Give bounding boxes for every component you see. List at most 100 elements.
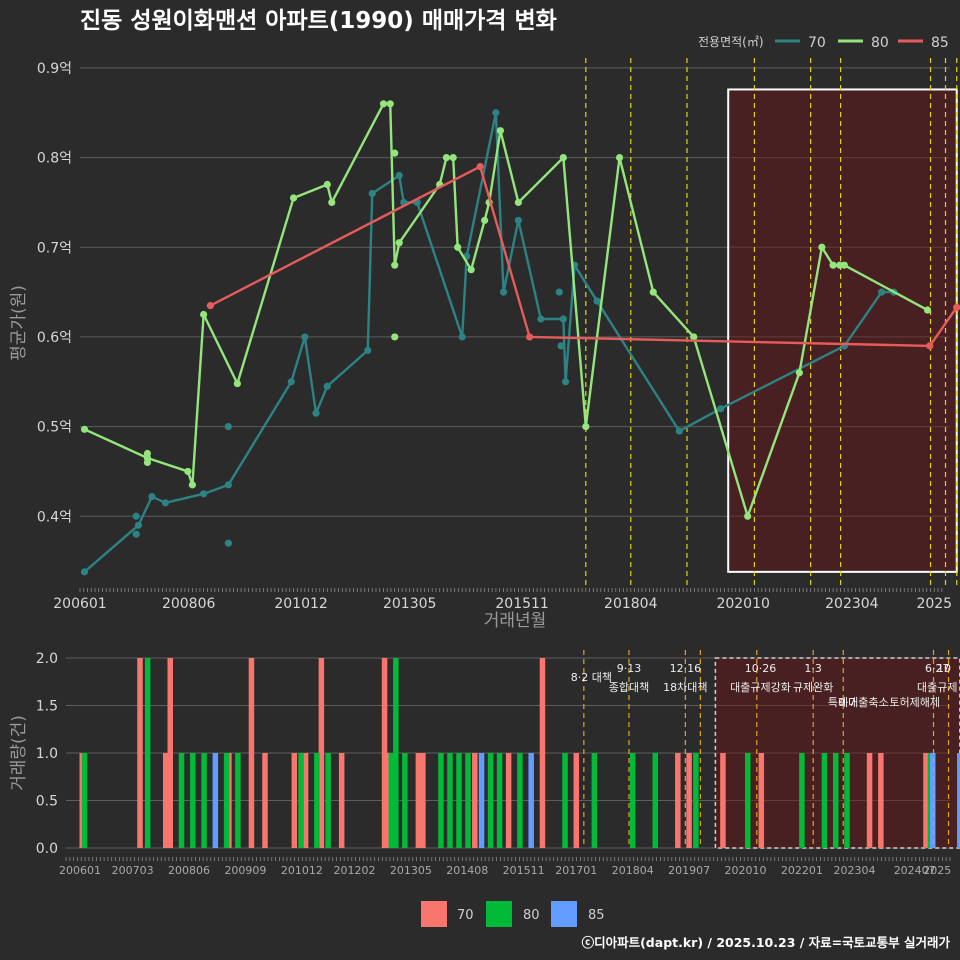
data-point-80 xyxy=(289,194,298,202)
data-point-70 xyxy=(878,288,886,296)
top-x-tick-label: 201012 xyxy=(274,596,327,612)
bar-70 xyxy=(137,658,143,848)
event-annotation-label: 대출규제강화 xyxy=(730,681,791,694)
data-point-80 xyxy=(481,216,489,224)
bar-85 xyxy=(957,753,960,848)
bottom-y-tick-label: 2.0 xyxy=(36,651,58,667)
event-annotation-label: 규제완화 xyxy=(793,681,833,694)
bar-80 xyxy=(325,753,331,848)
bar-70 xyxy=(167,658,173,848)
legend-label-80: 80 xyxy=(871,35,889,51)
bar-legend-label-85: 85 xyxy=(588,908,605,923)
data-point-70 xyxy=(368,189,376,198)
bar-80 xyxy=(844,753,850,848)
data-point-85 xyxy=(206,301,214,310)
top-x-tick-label: 202010 xyxy=(716,596,769,612)
bar-70 xyxy=(573,753,580,848)
chart-title: 진동 성원이화맨션 아파트(1990) 매매가격 변화 xyxy=(80,8,557,34)
data-point-80 xyxy=(391,333,399,341)
top-y-tick-label: 0.9억 xyxy=(37,61,72,77)
bar-80 xyxy=(393,658,399,848)
data-point-70 xyxy=(492,109,500,117)
data-point-70 xyxy=(323,382,331,390)
bar-70 xyxy=(758,753,765,848)
bar-70 xyxy=(686,753,692,848)
bar-80 xyxy=(388,753,395,848)
data-point-70 xyxy=(200,490,208,498)
bar-80 xyxy=(821,753,828,848)
data-point-70 xyxy=(593,297,601,305)
top-y-axis-title: 평균가(원) xyxy=(9,285,29,361)
event-annotation-label: 9·7 xyxy=(838,696,856,709)
bar-80 xyxy=(745,753,751,848)
bar-80 xyxy=(799,753,805,848)
data-point-80 xyxy=(923,306,932,314)
bar-legend-swatch-85 xyxy=(551,901,577,927)
data-point-80 xyxy=(386,100,394,108)
top-y-tick-label: 0.5억 xyxy=(37,420,72,436)
data-point-70 xyxy=(132,530,140,538)
bottom-x-tick-label: 202201 xyxy=(781,864,823,877)
bar-70 xyxy=(878,753,884,848)
bar-legend-label-70: 70 xyxy=(457,908,474,923)
bottom-x-tick-label: 200909 xyxy=(224,864,266,877)
bar-70 xyxy=(338,753,345,848)
data-point-70 xyxy=(132,512,140,520)
bar-85 xyxy=(212,753,219,848)
data-point-80 xyxy=(80,425,89,433)
data-point-80 xyxy=(649,288,657,296)
bar-80 xyxy=(298,753,304,848)
top-y-tick-label: 0.6억 xyxy=(37,330,72,346)
bar-70 xyxy=(248,658,255,848)
bar-70 xyxy=(720,753,726,848)
data-point-70 xyxy=(224,481,232,489)
top-x-axis-title: 거래년월 xyxy=(484,611,547,631)
series-line-80 xyxy=(83,102,929,518)
legend-label-70: 70 xyxy=(808,35,826,51)
event-annotation-label: 대출규제 xyxy=(917,681,957,694)
legend: 전용면적(㎡) 70 80 85 xyxy=(698,35,949,51)
data-point-80 xyxy=(467,266,475,274)
bar-80 xyxy=(487,753,494,848)
event-annotation-date: 6·27 xyxy=(925,662,950,675)
bar-80 xyxy=(178,753,185,848)
bar-70 xyxy=(262,753,268,848)
bottom-x-tick-label: 201511 xyxy=(503,864,545,877)
bar-legend: 70 80 85 xyxy=(421,901,605,927)
bottom-y-tick-label: 0.0 xyxy=(36,841,58,857)
bar-80 xyxy=(562,753,568,848)
bottom-y-tick-label: 1.5 xyxy=(36,699,58,715)
bottom-x-tick-label: 200601 xyxy=(59,864,101,877)
bar-legend-swatch-70 xyxy=(421,901,447,927)
bottom-y-axis-title: 거래량(건) xyxy=(9,715,29,791)
data-point-80 xyxy=(829,261,837,269)
top-y-tick-label: 0.4억 xyxy=(37,509,72,525)
top-plot-background xyxy=(80,50,950,588)
data-point-70 xyxy=(148,492,156,501)
credit-text: ⓒ디아파트(dapt.kr) / 2025.10.23 / 자료=국토교통부 실… xyxy=(582,935,951,950)
bar-70 xyxy=(923,753,929,848)
data-point-80 xyxy=(840,261,848,269)
data-point-80 xyxy=(200,310,208,319)
bar-70 xyxy=(162,753,169,848)
data-point-80 xyxy=(496,127,504,135)
data-point-85 xyxy=(476,162,484,171)
bar-80 xyxy=(447,753,453,848)
top-y-tick-label: 0.7억 xyxy=(37,240,72,256)
bar-70 xyxy=(381,658,388,848)
bottom-x-tick-label: 201907 xyxy=(668,864,710,877)
data-point-70 xyxy=(537,315,545,323)
data-point-70 xyxy=(80,568,89,576)
bottom-x-tick-label: 202010 xyxy=(725,864,767,877)
data-point-70 xyxy=(561,378,570,386)
event-annotation-date: 1·3 xyxy=(804,662,822,675)
bar-85 xyxy=(929,753,936,848)
bar-70 xyxy=(291,753,298,848)
bar-70 xyxy=(539,658,546,848)
data-point-70 xyxy=(555,288,563,296)
data-point-80 xyxy=(559,154,567,162)
bottom-y-tick-label: 0.5 xyxy=(36,794,58,810)
legend-title: 전용면적(㎡) xyxy=(698,35,764,49)
top-x-tick-label: 202304 xyxy=(825,596,879,612)
bar-80 xyxy=(496,753,503,848)
